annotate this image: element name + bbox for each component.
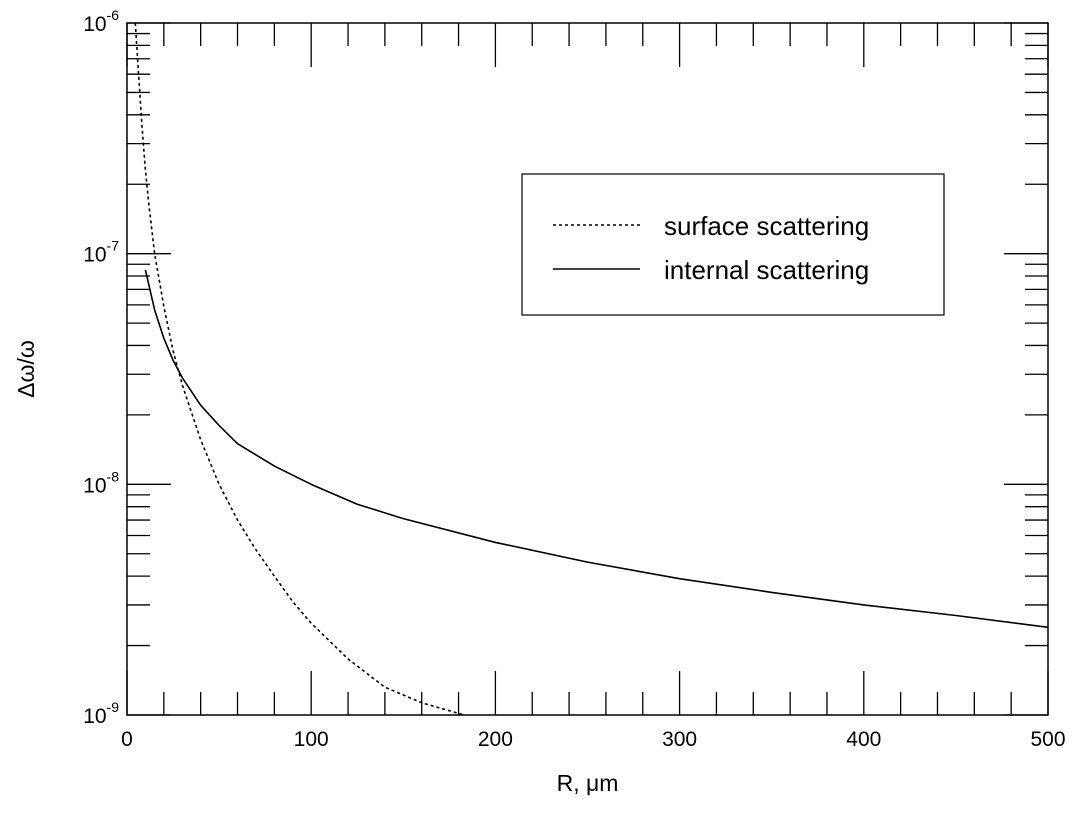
x-tick-label: 500 <box>1030 728 1065 751</box>
x-tick-label: 100 <box>294 728 329 751</box>
x-tick-label: 400 <box>846 728 881 751</box>
ticks-layer <box>126 22 1049 716</box>
plot-area-frame <box>126 22 1049 716</box>
series-line-surface-scattering <box>134 22 465 716</box>
legend: surface scattering internal scattering <box>521 173 945 316</box>
tick-labels-layer: 0 100 200 300 400 500 10-9 10-8 10-7 10-6 <box>83 7 1065 751</box>
x-axis-title: R, μm <box>557 770 619 796</box>
legend-label-internal-scattering: internal scattering <box>664 255 869 285</box>
x-tick-label: 300 <box>662 728 697 751</box>
legend-label-surface-scattering: surface scattering <box>664 211 869 241</box>
legend-box <box>521 173 945 316</box>
x-tick-label: 200 <box>478 728 513 751</box>
series-line-internal-scattering <box>144 269 1049 629</box>
y-tick-label: 10-8 <box>83 468 119 497</box>
legend-items: surface scattering internal scattering <box>553 211 869 285</box>
x-tick-label: 0 <box>121 728 133 751</box>
y-axis-title: Δω/ω <box>13 340 39 398</box>
series-layer <box>134 22 1049 716</box>
y-tick-label: 10-6 <box>83 7 119 36</box>
y-tick-label: 10-7 <box>83 238 119 267</box>
y-tick-label: 10-9 <box>83 699 119 728</box>
